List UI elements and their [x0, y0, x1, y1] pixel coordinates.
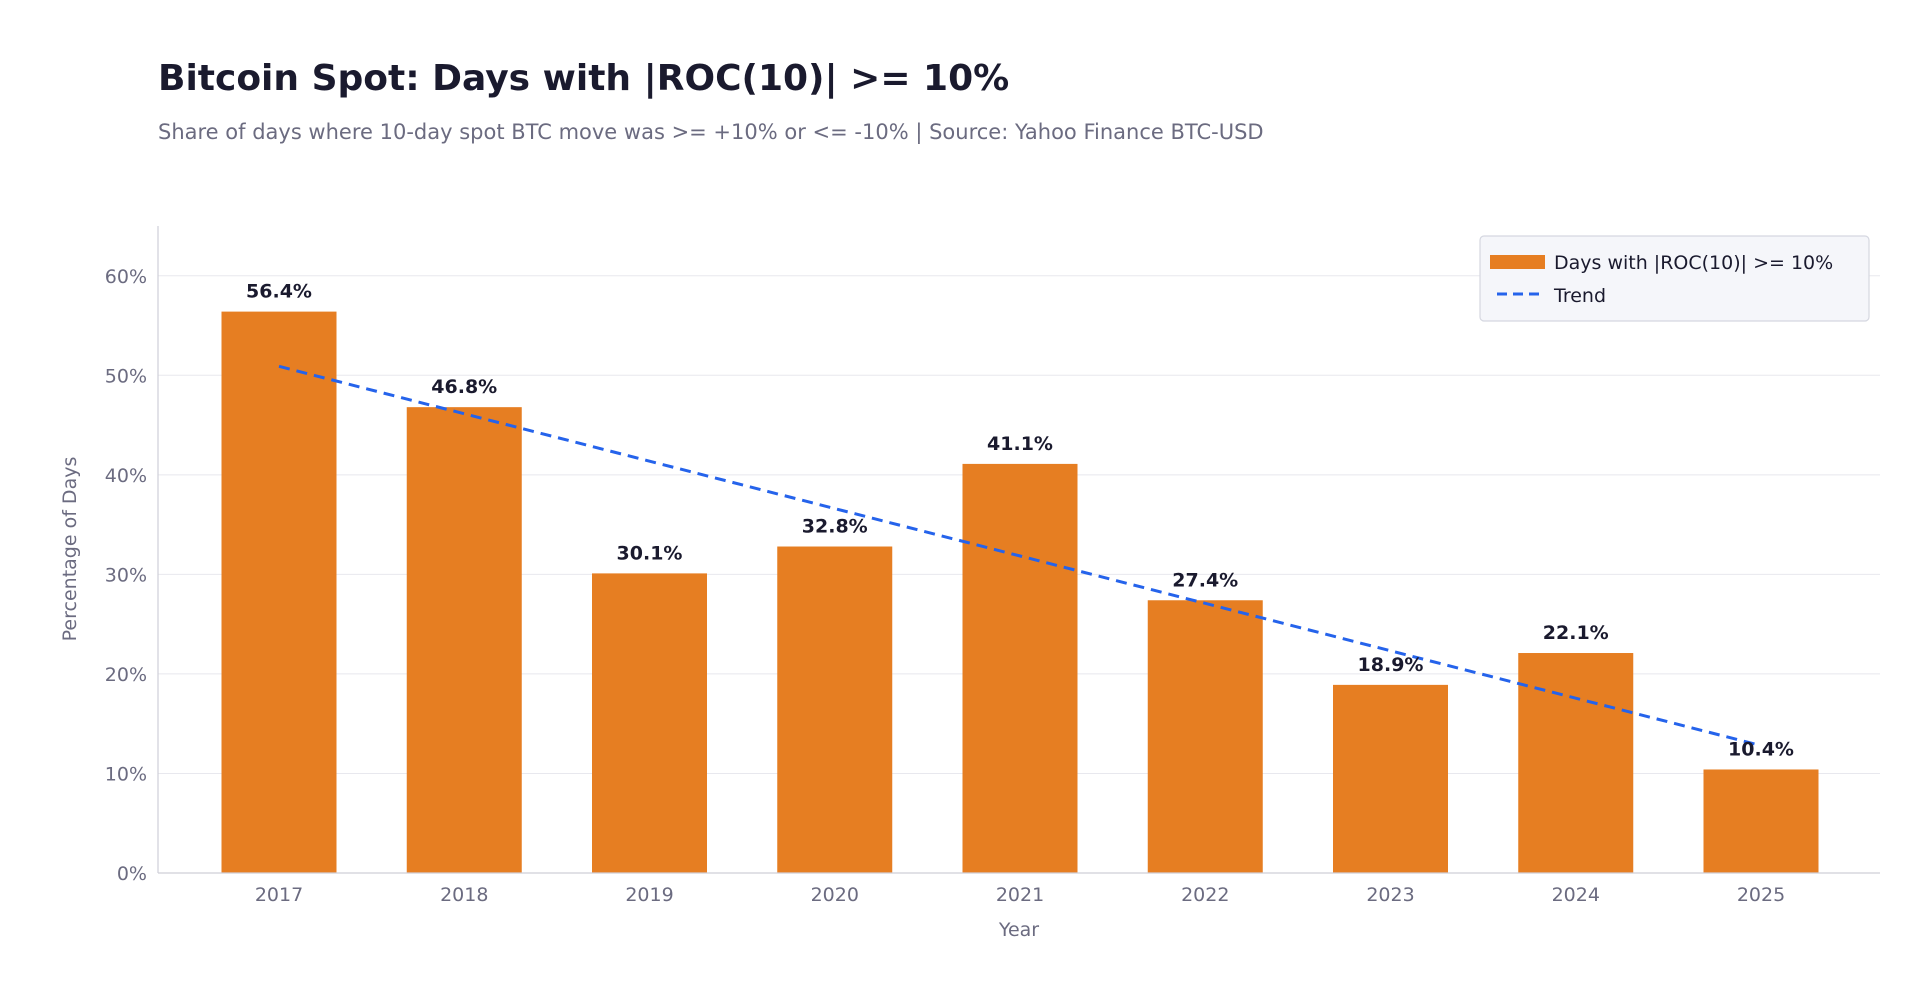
- bar: [962, 463, 1078, 873]
- y-tick-label: 50%: [105, 365, 147, 387]
- data-label: 18.9%: [1358, 654, 1424, 676]
- tick-labels: 0% 10% 20% 30% 40% 50% 60% 2017 2018 2019 2020 2021…: [105, 266, 1785, 906]
- data-label: 27.4%: [1172, 569, 1238, 591]
- bar: [592, 573, 707, 873]
- x-tick-label: 2024: [1552, 884, 1600, 906]
- data-label: 41.1%: [987, 433, 1053, 455]
- data-label: 22.1%: [1543, 622, 1609, 644]
- bar: [1518, 653, 1634, 873]
- bar: [406, 407, 522, 873]
- legend-bar-swatch: [1490, 255, 1545, 269]
- data-label: 10.4%: [1728, 738, 1794, 760]
- data-label: 30.1%: [617, 542, 683, 564]
- y-tick-label: 40%: [105, 465, 147, 487]
- bar: [221, 311, 337, 873]
- chart-title: Bitcoin Spot: Days with |ROC(10)| >= 10%: [158, 58, 1009, 99]
- x-tick-label: 2018: [440, 884, 488, 906]
- data-labels: 56.4% 46.8% 30.1% 32.8% 41.1% 27.4% 18.9% 22.1%…: [246, 281, 1794, 761]
- trend-line: [278, 364, 1762, 748]
- data-label: 46.8%: [431, 376, 497, 398]
- y-tick-label: 0%: [117, 863, 147, 885]
- x-tick-label: 2025: [1737, 884, 1785, 906]
- data-label: 32.8%: [802, 516, 868, 538]
- x-tick-label: 2023: [1366, 884, 1414, 906]
- x-tick-label: 2019: [625, 884, 673, 906]
- bar: [777, 546, 893, 873]
- x-tick-label: 2017: [255, 884, 303, 906]
- y-tick-label: 30%: [105, 564, 147, 586]
- x-axis-label: Year: [998, 919, 1039, 941]
- chart-subtitle: Share of days where 10-day spot BTC move…: [158, 120, 1264, 145]
- legend-box: [1479, 235, 1870, 322]
- y-axis-label: Percentage of Days: [59, 457, 81, 642]
- data-label: 56.4%: [246, 281, 312, 303]
- legend-label-trend: Trend: [1553, 285, 1606, 307]
- y-tick-label: 60%: [105, 266, 147, 288]
- bar: [1333, 684, 1448, 873]
- bars: [221, 311, 1819, 873]
- axes: [157, 226, 1880, 874]
- trend-line-group: [278, 364, 1762, 748]
- bar: [1703, 769, 1819, 873]
- y-tick-label: 20%: [105, 664, 147, 686]
- bar: [1147, 600, 1263, 873]
- x-tick-label: 2022: [1181, 884, 1229, 906]
- y-tick-label: 10%: [105, 763, 147, 785]
- legend-label-bars: Days with |ROC(10)| >= 10%: [1554, 252, 1833, 274]
- x-tick-label: 2020: [811, 884, 859, 906]
- x-tick-label: 2021: [996, 884, 1044, 906]
- legend: Days with |ROC(10)| >= 10% Trend: [1479, 235, 1870, 322]
